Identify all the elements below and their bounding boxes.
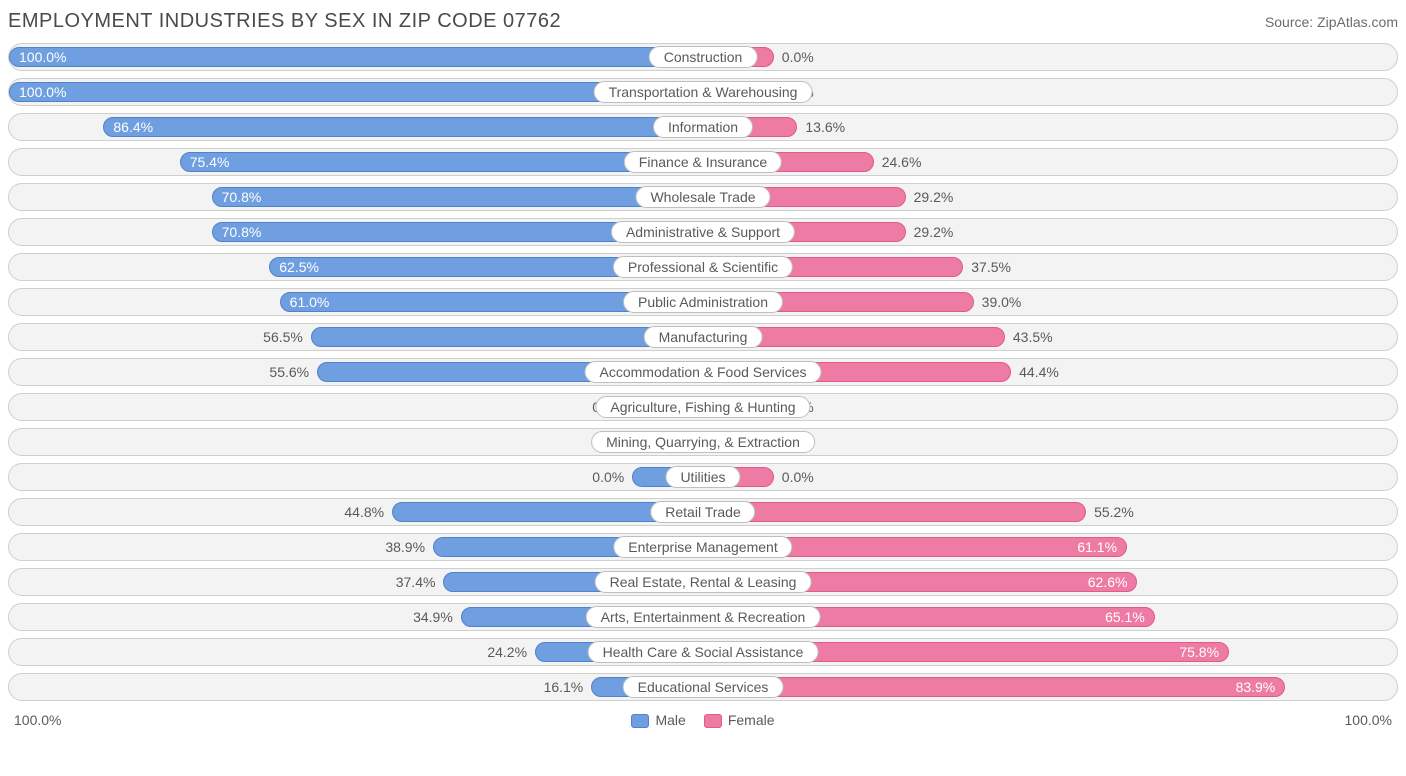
legend-center: Male Female: [631, 712, 774, 728]
category-pill: Educational Services: [623, 676, 784, 698]
male-pct-label: 100.0%: [9, 49, 66, 65]
chart-header: EMPLOYMENT INDUSTRIES BY SEX IN ZIP CODE…: [4, 4, 1402, 43]
female-bar: [703, 502, 1086, 522]
bar-row: 70.8% 29.2% Wholesale Trade: [8, 183, 1398, 211]
category-pill: Enterprise Management: [613, 536, 792, 558]
female-pct-label: 43.5%: [1005, 329, 1053, 345]
chart-legend: 100.0% Male Female 100.0%: [4, 708, 1402, 732]
male-pct-label: 44.8%: [344, 504, 392, 520]
male-pct-label: 70.8%: [212, 224, 262, 240]
male-pct-label: 62.5%: [269, 259, 319, 275]
female-pct-label: 0.0%: [774, 469, 814, 485]
male-pct-label: 55.6%: [269, 364, 317, 380]
axis-left-label: 100.0%: [14, 712, 61, 728]
legend-female-label: Female: [728, 712, 775, 728]
bar-row: 16.1% 83.9% Educational Services: [8, 673, 1398, 701]
female-pct-label: 39.0%: [974, 294, 1022, 310]
female-pct-label: 65.1%: [1105, 609, 1155, 625]
category-pill: Administrative & Support: [611, 221, 795, 243]
male-swatch-icon: [631, 714, 649, 728]
female-pct-label: 44.4%: [1011, 364, 1059, 380]
female-pct-label: 29.2%: [906, 224, 954, 240]
category-pill: Information: [653, 116, 753, 138]
category-pill: Agriculture, Fishing & Hunting: [595, 396, 810, 418]
category-pill: Finance & Insurance: [624, 151, 782, 173]
chart-area: 100.0%0.0%Construction100.0%0.0%Transpor…: [4, 43, 1402, 701]
legend-female: Female: [704, 712, 775, 728]
bar-row: 44.8% 55.2% Retail Trade: [8, 498, 1398, 526]
category-pill: Construction: [649, 46, 758, 68]
female-pct-label: 55.2%: [1086, 504, 1134, 520]
category-pill: Transportation & Warehousing: [594, 81, 813, 103]
male-pct-label: 86.4%: [103, 119, 153, 135]
bar-row: 24.2% 75.8% Health Care & Social Assistanc…: [8, 638, 1398, 666]
legend-male: Male: [631, 712, 685, 728]
female-pct-label: 83.9%: [1236, 679, 1286, 695]
female-pct-label: 13.6%: [797, 119, 845, 135]
female-bar: [703, 677, 1285, 697]
bar-row: 70.8% 29.2% Administrative & Support: [8, 218, 1398, 246]
male-pct-label: 56.5%: [263, 329, 311, 345]
legend-male-label: Male: [655, 712, 685, 728]
bar-row: 34.9% 65.1% Arts, Entertainment & Recreati…: [8, 603, 1398, 631]
male-pct-label: 38.9%: [385, 539, 433, 555]
male-bar: [212, 187, 703, 207]
bar-row: 37.4% 62.6% Real Estate, Rental & Leasing: [8, 568, 1398, 596]
category-pill: Public Administration: [623, 291, 783, 313]
male-bar: [103, 117, 703, 137]
male-pct-label: 100.0%: [9, 84, 66, 100]
category-pill: Professional & Scientific: [613, 256, 793, 278]
bar-row: 56.5% 43.5% Manufacturing: [8, 323, 1398, 351]
female-pct-label: 24.6%: [874, 154, 922, 170]
female-swatch-icon: [704, 714, 722, 728]
axis-right-label: 100.0%: [1345, 712, 1392, 728]
bar-row: 0.0%0.0%Agriculture, Fishing & Hunting: [8, 393, 1398, 421]
category-pill: Utilities: [665, 466, 740, 488]
bar-row: 0.0% 0.0% Utilities: [8, 463, 1398, 491]
male-pct-label: 61.0%: [280, 294, 330, 310]
male-bar: [9, 47, 703, 67]
bar-row: 61.0% 39.0% Public Administration: [8, 288, 1398, 316]
category-pill: Arts, Entertainment & Recreation: [586, 606, 821, 628]
bar-row: 100.0% 0.0% Construction: [8, 43, 1398, 71]
category-pill: Health Care & Social Assistance: [588, 641, 819, 663]
male-pct-label: 16.1%: [544, 679, 592, 695]
bar-row: 62.5% 37.5% Professional & Scientific: [8, 253, 1398, 281]
male-pct-label: 0.0%: [592, 469, 632, 485]
male-pct-label: 37.4%: [396, 574, 444, 590]
bar-row: 0.0%0.0%Mining, Quarrying, & Extraction: [8, 428, 1398, 456]
category-pill: Mining, Quarrying, & Extraction: [591, 431, 815, 453]
bar-row: 38.9% 61.1% Enterprise Management: [8, 533, 1398, 561]
male-pct-label: 70.8%: [212, 189, 262, 205]
female-pct-label: 62.6%: [1088, 574, 1138, 590]
bar-row: 55.6% 44.4% Accommodation & Food Services: [8, 358, 1398, 386]
category-pill: Wholesale Trade: [635, 186, 770, 208]
bar-row: 100.0%0.0%Transportation & Warehousing: [8, 78, 1398, 106]
male-pct-label: 75.4%: [180, 154, 230, 170]
category-pill: Retail Trade: [650, 501, 755, 523]
male-pct-label: 24.2%: [487, 644, 535, 660]
chart-source: Source: ZipAtlas.com: [1265, 14, 1398, 30]
male-pct-label: 34.9%: [413, 609, 461, 625]
bar-row: 75.4% 24.6% Finance & Insurance: [8, 148, 1398, 176]
category-pill: Manufacturing: [644, 326, 763, 348]
chart-title: EMPLOYMENT INDUSTRIES BY SEX IN ZIP CODE…: [8, 10, 561, 33]
female-pct-label: 75.8%: [1179, 644, 1229, 660]
female-pct-label: 0.0%: [774, 49, 814, 65]
bar-row: 86.4% 13.6% Information: [8, 113, 1398, 141]
female-pct-label: 37.5%: [963, 259, 1011, 275]
category-pill: Accommodation & Food Services: [585, 361, 822, 383]
female-pct-label: 29.2%: [906, 189, 954, 205]
female-pct-label: 61.1%: [1077, 539, 1127, 555]
category-pill: Real Estate, Rental & Leasing: [595, 571, 812, 593]
